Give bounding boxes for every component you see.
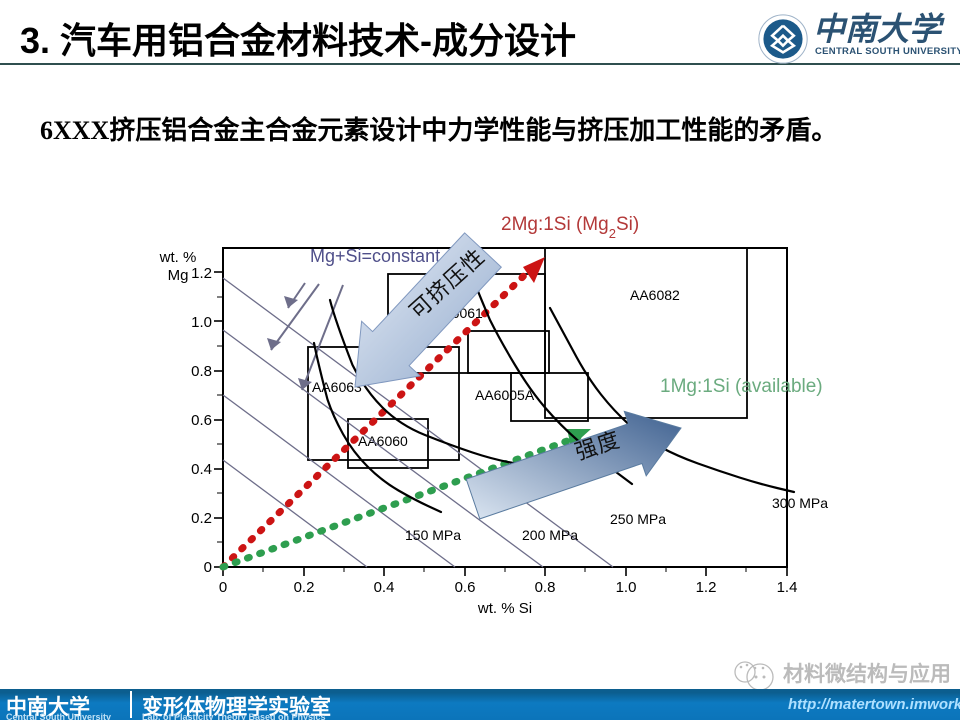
svg-text:0.6: 0.6 [191,412,212,429]
svg-text:200 MPa: 200 MPa [522,527,578,543]
svg-text:0: 0 [219,579,227,596]
svg-text:1Mg:1Si (available): 1Mg:1Si (available) [660,376,823,397]
svg-text:0.2: 0.2 [191,510,212,527]
svg-text:300 MPa: 300 MPa [772,495,828,511]
svg-text:0.2: 0.2 [294,579,315,596]
svg-text:250 MPa: 250 MPa [610,511,666,527]
svg-text:0.6: 0.6 [455,579,476,596]
svg-text:1.2: 1.2 [696,579,717,596]
svg-text:Mg: Mg [168,267,189,284]
svg-text:AA6082: AA6082 [630,287,680,303]
svg-text:0.4: 0.4 [374,579,395,596]
svg-text:0.4: 0.4 [191,461,212,478]
svg-text:0: 0 [204,559,212,576]
svg-text:AA6005A: AA6005A [475,387,535,403]
svg-text:1.4: 1.4 [777,579,798,596]
svg-text:1.0: 1.0 [191,314,212,331]
svg-text:1.0: 1.0 [616,579,637,596]
svg-text:wt. % Si: wt. % Si [477,600,532,617]
svg-text:0.8: 0.8 [535,579,556,596]
svg-text:Mg+Si=constant: Mg+Si=constant [310,246,440,266]
svg-text:0.8: 0.8 [191,363,212,380]
svg-text:150 MPa: 150 MPa [405,527,461,543]
svg-text:2Mg:1Si (Mg2Si): 2Mg:1Si (Mg2Si) [501,214,639,241]
svg-text:1.2: 1.2 [191,265,212,282]
svg-text:wt. %: wt. % [159,249,197,266]
